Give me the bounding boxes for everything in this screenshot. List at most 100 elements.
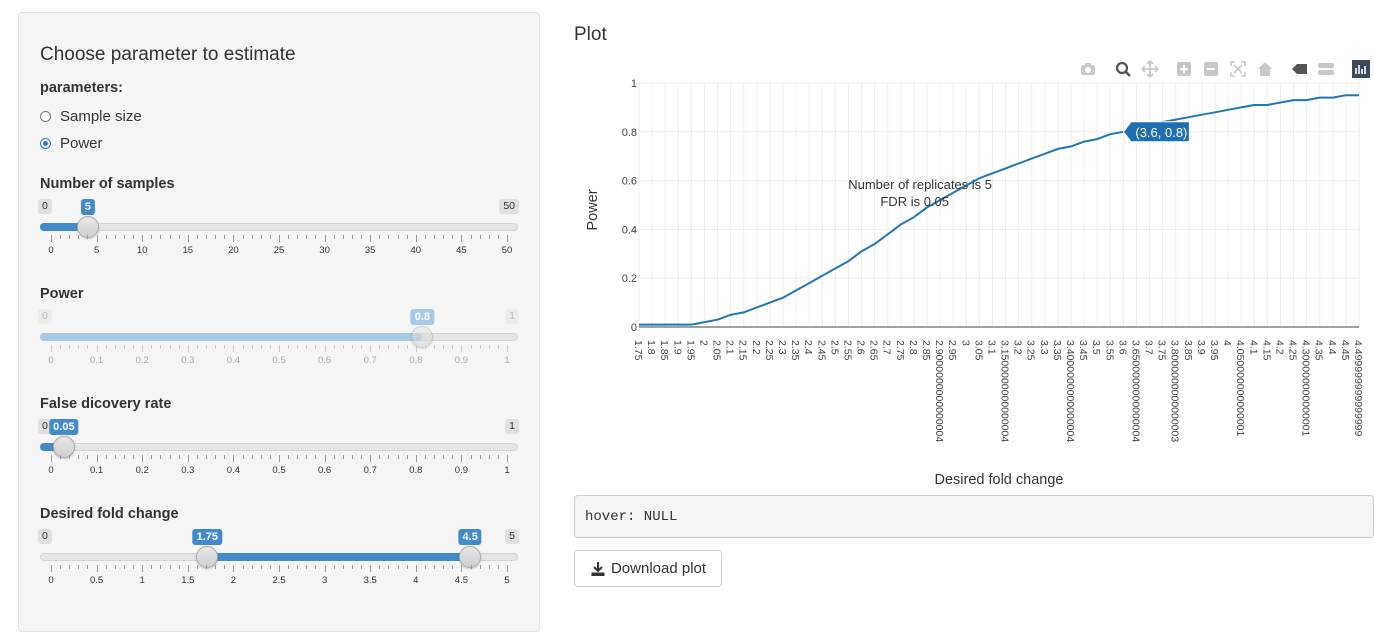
slider-handle[interactable] — [459, 546, 482, 568]
slider-tick-label: 1 — [504, 355, 510, 366]
slider-track[interactable] — [40, 443, 518, 451]
x-tick-label: 3.6500000000000004 — [1129, 340, 1141, 442]
slider-tick — [361, 565, 363, 569]
slider-handle[interactable] — [411, 326, 434, 348]
plotly-logo-icon[interactable] — [1352, 60, 1370, 78]
slider-tick-label: 1.5 — [181, 575, 195, 586]
home-icon[interactable] — [1256, 60, 1274, 78]
x-tick-label: 1.9 — [671, 340, 683, 355]
slider-tick — [233, 235, 235, 242]
slider-tick — [133, 235, 135, 239]
slider-track[interactable] — [40, 223, 518, 231]
x-tick-label: 2.1 — [724, 340, 736, 355]
slider-tick-label: 40 — [410, 245, 422, 256]
x-tick-label: 3.9 — [1195, 340, 1207, 355]
slider-tick — [160, 455, 162, 459]
slider-handle[interactable] — [52, 436, 75, 458]
download-plot-button[interactable]: Download plot — [574, 550, 722, 587]
hover-compare-icon[interactable] — [1317, 60, 1335, 78]
slider-tick — [114, 565, 116, 569]
slider-tick — [251, 455, 253, 459]
slider-tick — [51, 455, 52, 462]
slider-tick — [507, 455, 508, 462]
power-chart[interactable]: 1.75 1.8 1.85 1.9 1.95 2 2.05 2.1 2.15 2.2 2.25 2.3… — [574, 55, 1374, 490]
slider-tick — [406, 455, 408, 459]
slider-tick — [224, 345, 226, 349]
slider-tick — [361, 455, 363, 459]
slider-tick — [151, 345, 153, 349]
x-tick-label: 4.050000000000001 — [1234, 340, 1246, 437]
slider-tick — [452, 565, 454, 569]
slider-tick — [288, 565, 290, 569]
hover-closest-icon[interactable] — [1290, 60, 1308, 78]
x-tick-label: 3.25 — [1025, 340, 1037, 361]
radio-button[interactable] — [40, 138, 51, 149]
parameters-label: parameters: — [40, 80, 124, 96]
slider-tick — [105, 345, 107, 349]
slider-tick-label: 3 — [321, 575, 328, 586]
slider-tick — [251, 345, 253, 349]
slider-tick — [233, 455, 235, 462]
slider-tick — [324, 235, 326, 242]
slider-tick — [306, 565, 308, 569]
slider-tick — [370, 565, 372, 572]
slider-tick — [388, 455, 390, 459]
slider-tick-label: 3.5 — [363, 575, 377, 586]
slider-tick — [169, 345, 171, 349]
slider-tick — [96, 345, 98, 352]
slider-tick — [351, 345, 353, 349]
slider-tick-label: 0.7 — [363, 355, 377, 366]
slider-tick-label: 0.5 — [272, 355, 286, 366]
slider-tick-label: 4.5 — [454, 575, 468, 586]
radio-sample-size[interactable]: Sample size — [40, 108, 142, 125]
autoscale-icon[interactable] — [1229, 60, 1247, 78]
slider-tick-label: 5 — [504, 575, 510, 586]
slider-min-label: 0 — [38, 529, 52, 544]
slider-tick — [279, 455, 280, 462]
x-tick-label: 2.05 — [711, 340, 723, 361]
slider-tick — [342, 565, 344, 569]
hover-label-box — [1122, 121, 1190, 143]
slider-tick — [187, 565, 189, 572]
slider-tick — [233, 565, 235, 572]
slider-tick — [497, 565, 499, 569]
zoom-icon[interactable] — [1114, 60, 1132, 78]
radio-button[interactable] — [40, 111, 51, 122]
y-tick-label: 0.4 — [622, 224, 637, 236]
slider-tick — [452, 345, 454, 349]
slider-max-label: 1 — [505, 419, 519, 434]
x-tick-label: 3.2 — [1012, 340, 1024, 355]
slider-tick — [333, 455, 335, 459]
pan-icon[interactable] — [1141, 60, 1159, 78]
slider-tick — [269, 235, 271, 239]
slider-tick — [187, 235, 189, 242]
radio-power[interactable]: Power — [40, 135, 103, 152]
slider-tick — [224, 565, 226, 569]
slider-tick — [315, 455, 317, 459]
y-axis-label: Power — [585, 189, 601, 230]
slider-tick — [196, 235, 198, 239]
slider-tick-label: 0 — [48, 465, 54, 476]
x-tick-label: 4.300000000000001 — [1300, 340, 1312, 437]
slider-tick-label: 0.1 — [89, 355, 104, 366]
slider-handle[interactable] — [196, 546, 219, 568]
x-tick-label: 3.55 — [1103, 340, 1115, 361]
slider-tick — [434, 565, 436, 569]
slider-tick-label: 0.3 — [181, 465, 195, 476]
zoom-in-icon[interactable] — [1175, 60, 1193, 78]
slider-tick — [87, 565, 89, 569]
x-tick-label: 2.2 — [750, 340, 762, 355]
slider-tick — [260, 345, 262, 349]
slider-tick-label: 0.7 — [363, 465, 377, 476]
camera-icon[interactable] — [1079, 60, 1097, 78]
slider-tick-label: 0.6 — [317, 355, 332, 366]
slider-value-bubble: 5 — [80, 199, 95, 215]
slider-tick — [151, 565, 153, 569]
slider-tick-label: 0.1 — [89, 465, 104, 476]
slider-tick — [105, 455, 107, 459]
slider-tick — [415, 235, 417, 242]
slider-max-label: 5 — [505, 529, 519, 544]
x-tick-label: 3.3 — [1038, 340, 1050, 355]
slider-tick — [443, 455, 445, 459]
zoom-out-icon[interactable] — [1202, 60, 1220, 78]
